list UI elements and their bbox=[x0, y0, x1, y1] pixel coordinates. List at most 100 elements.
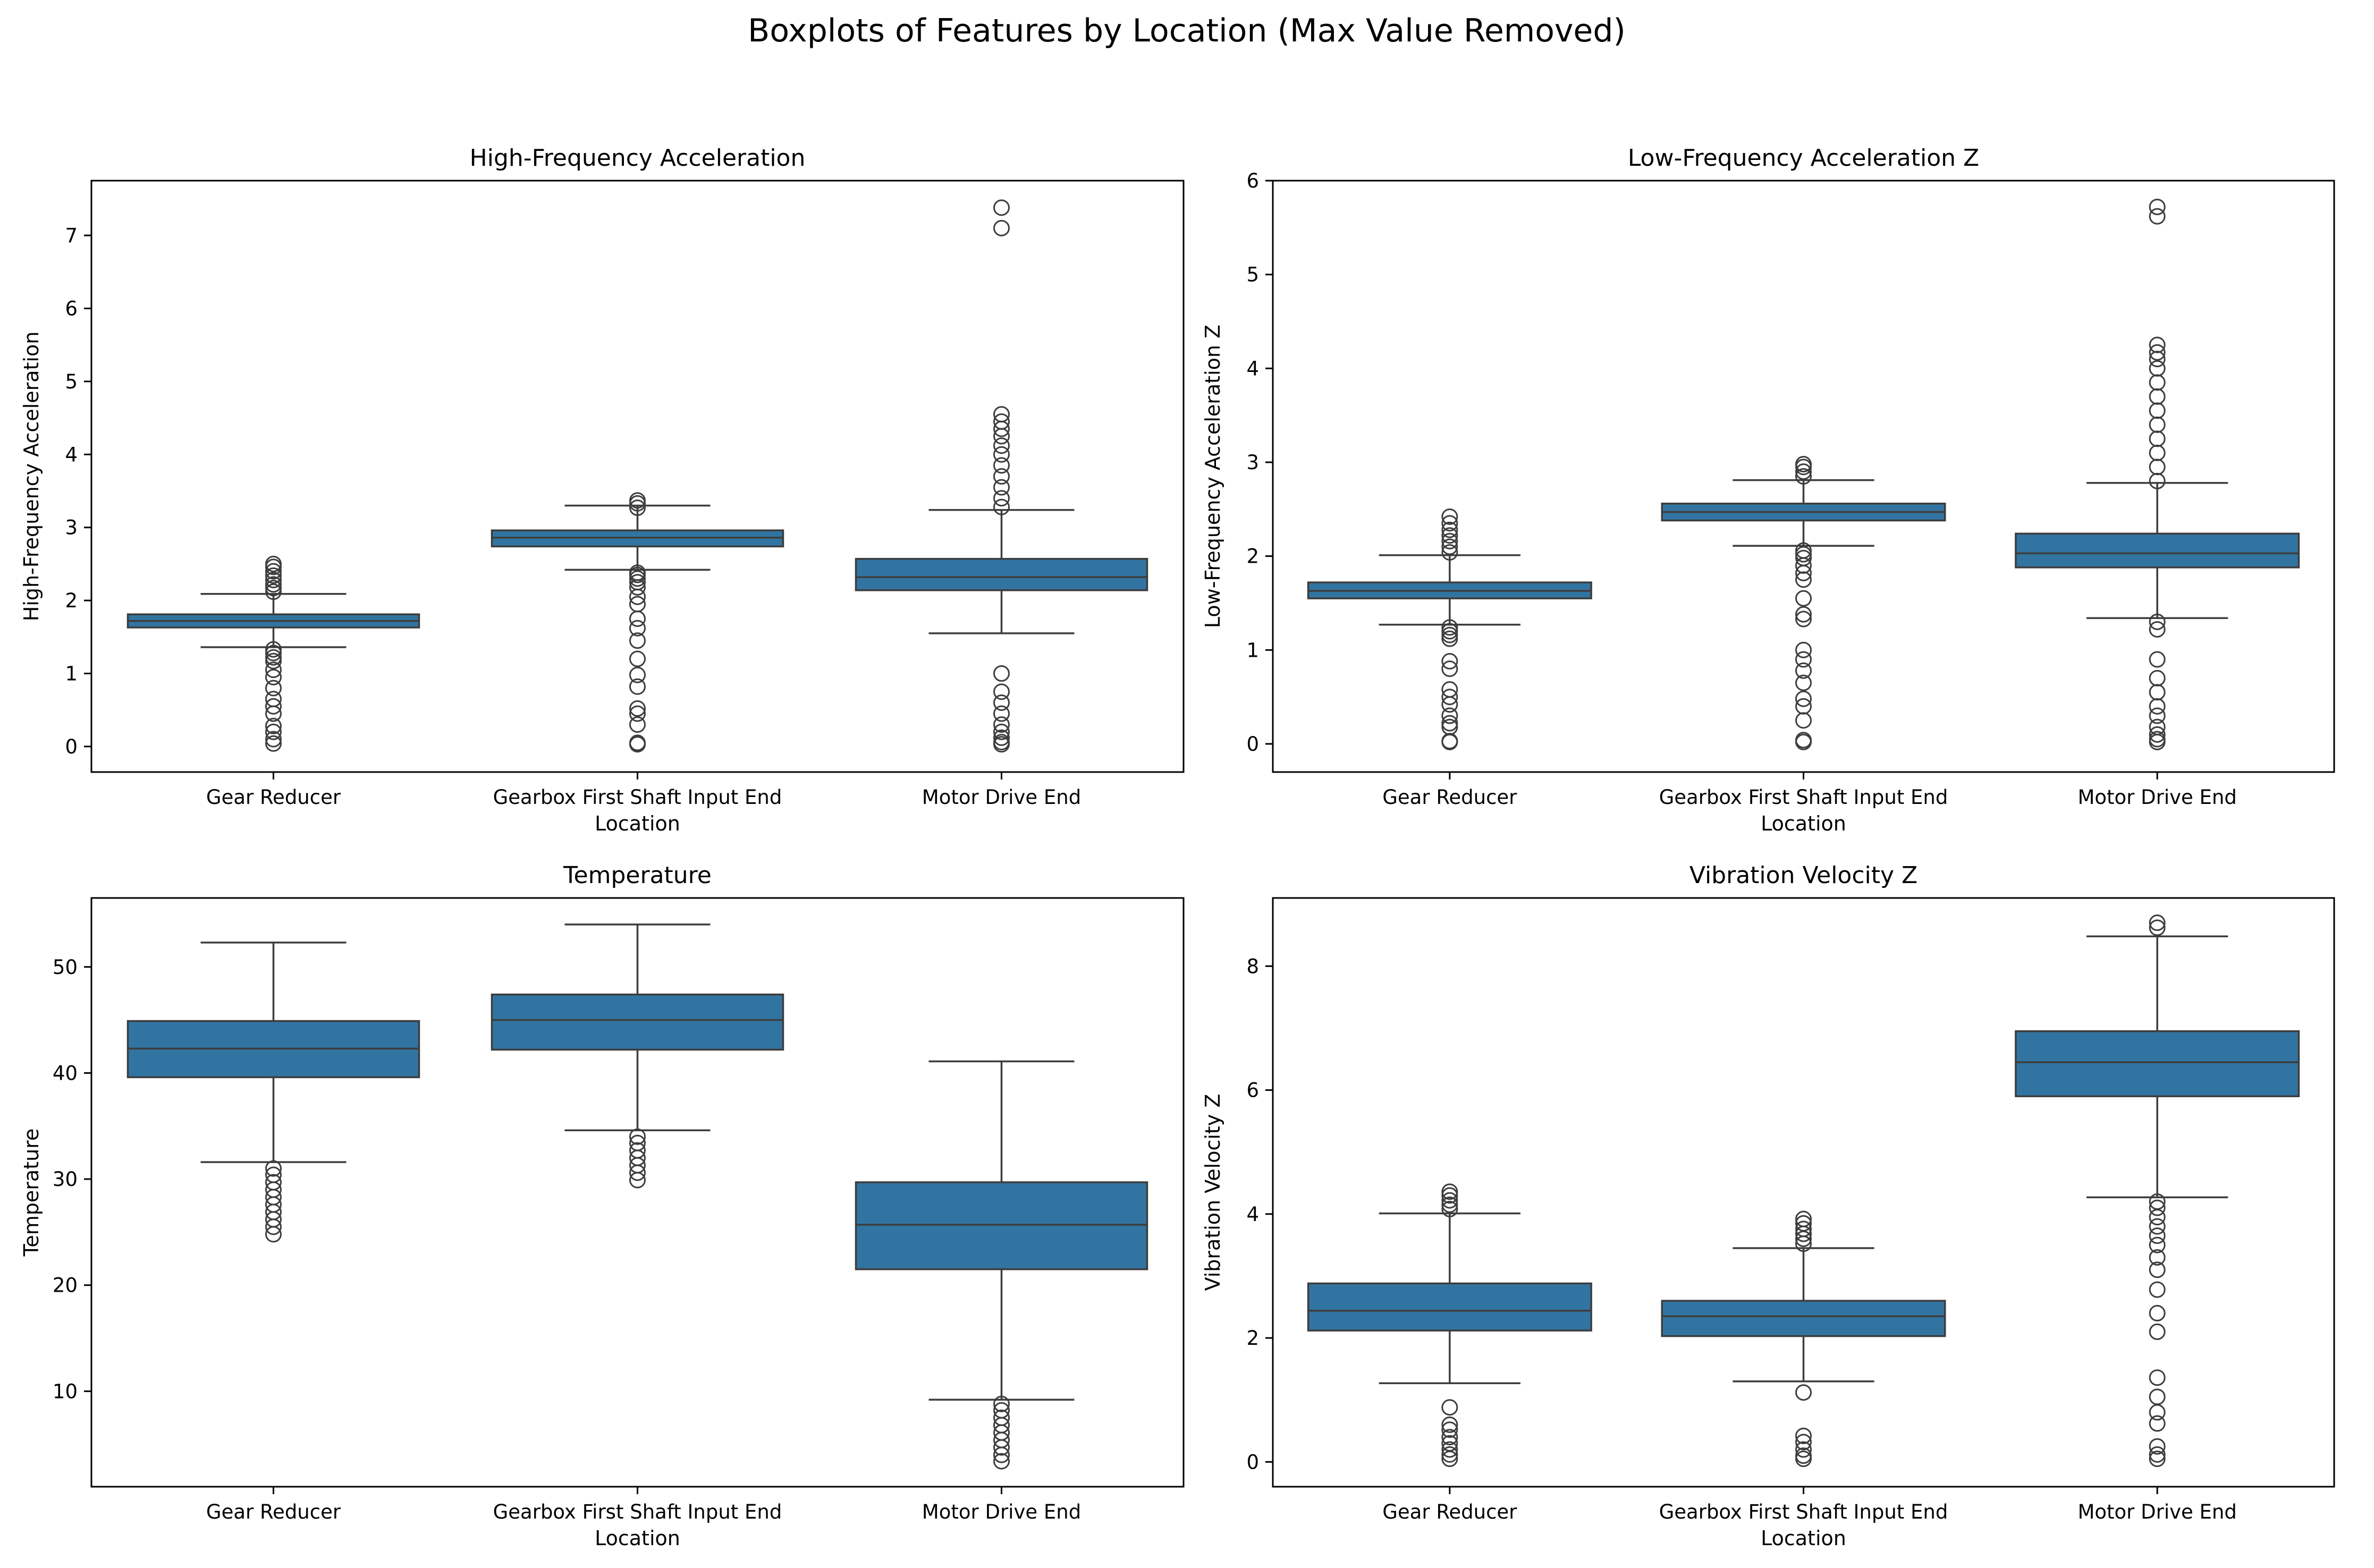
outlier-point bbox=[993, 683, 1010, 700]
outlier-point bbox=[265, 735, 282, 752]
outlier-point bbox=[265, 662, 282, 679]
outlier-point bbox=[993, 219, 1010, 236]
box-group bbox=[126, 555, 420, 752]
box-group bbox=[1307, 1183, 1592, 1468]
y-axis-label: Vibration Velocity Z bbox=[1201, 1094, 1224, 1291]
outlier-point bbox=[2149, 726, 2166, 743]
outlier-point bbox=[993, 490, 1010, 507]
outlier-point bbox=[2149, 1415, 2166, 1432]
outlier-point bbox=[1441, 623, 1458, 640]
outlier-point bbox=[629, 1142, 646, 1159]
outlier-point bbox=[993, 457, 1010, 474]
outlier-point bbox=[2149, 731, 2166, 748]
y-axis-label: High-Frequency Acceleration bbox=[20, 332, 43, 622]
outlier-point bbox=[629, 734, 646, 751]
box-group bbox=[2015, 914, 2300, 1468]
outlier-point bbox=[2149, 1236, 2166, 1253]
x-tick-label: Gearbox First Shaft Input End bbox=[493, 1501, 782, 1523]
y-tick-label: 4 bbox=[65, 443, 78, 466]
y-tick-label: 1 bbox=[1246, 639, 1259, 662]
box-group bbox=[855, 199, 1148, 753]
outlier-point bbox=[265, 691, 282, 708]
x-tick-label: Motor Drive End bbox=[2077, 786, 2236, 809]
x-tick-label: Motor Drive End bbox=[922, 786, 1081, 809]
outlier-point bbox=[1441, 653, 1458, 670]
y-axis-label: Low-Frequency Acceleration Z bbox=[1201, 325, 1224, 628]
x-tick-label: Gear Reducer bbox=[1382, 1501, 1517, 1523]
outlier-point bbox=[265, 668, 282, 685]
outlier-point bbox=[629, 705, 646, 722]
outlier-point bbox=[265, 580, 282, 597]
outlier-point bbox=[2149, 707, 2166, 724]
outlier-point bbox=[1795, 690, 1812, 707]
outlier-point bbox=[2149, 198, 2166, 215]
outlier-point bbox=[2149, 669, 2166, 686]
outlier-point bbox=[629, 499, 646, 516]
outlier-point bbox=[265, 576, 282, 593]
outlier-point bbox=[2149, 718, 2166, 735]
box-group bbox=[2015, 198, 2300, 750]
outlier-point bbox=[1795, 662, 1812, 679]
outlier-point bbox=[1441, 1192, 1458, 1209]
iqr-box bbox=[1307, 1282, 1592, 1332]
outlier-point bbox=[265, 652, 282, 669]
outlier-point bbox=[1441, 515, 1458, 532]
outlier-point bbox=[1795, 546, 1812, 563]
y-tick-label: 5 bbox=[65, 370, 78, 393]
x-tick-label: Gearbox First Shaft Input End bbox=[493, 786, 782, 809]
outlier-point bbox=[1795, 542, 1812, 559]
iqr-box bbox=[491, 993, 784, 1051]
outlier-point bbox=[1441, 1196, 1458, 1213]
figure-title: Boxplots of Features by Location (Max Va… bbox=[748, 12, 1626, 49]
outlier-point bbox=[265, 567, 282, 584]
iqr-box bbox=[2015, 1030, 2300, 1097]
outlier-point bbox=[1795, 641, 1812, 658]
outlier-point bbox=[265, 698, 282, 715]
y-tick-label: 2 bbox=[1246, 545, 1259, 568]
y-tick-label: 0 bbox=[65, 735, 78, 758]
y-tick-label: 20 bbox=[53, 1274, 78, 1297]
x-tick-label: Gearbox First Shaft Input End bbox=[1659, 786, 1948, 809]
outlier-point bbox=[993, 468, 1010, 485]
outlier-point bbox=[1795, 1221, 1812, 1238]
outlier-point bbox=[1795, 674, 1812, 691]
outlier-point bbox=[993, 716, 1010, 733]
outlier-point bbox=[629, 596, 646, 613]
y-tick-label: 4 bbox=[1246, 1203, 1259, 1226]
outlier-point bbox=[265, 731, 282, 748]
outlier-point bbox=[993, 705, 1010, 722]
outlier-point bbox=[993, 437, 1010, 454]
outlier-point bbox=[1795, 468, 1812, 485]
panel-3: Temperature 10 20 30 40 50 Gear Reducer Gearbox… bbox=[20, 862, 1185, 1550]
outlier-point bbox=[1795, 463, 1812, 480]
y-tick-label: 1 bbox=[65, 663, 78, 685]
outlier-point bbox=[265, 717, 282, 734]
y-tick-label: 50 bbox=[53, 956, 78, 979]
y-tick-label: 7 bbox=[65, 224, 78, 247]
y-tick-label: 6 bbox=[1246, 1079, 1259, 1102]
outlier-point bbox=[629, 678, 646, 695]
box-group bbox=[1307, 508, 1592, 750]
outlier-point bbox=[1441, 508, 1458, 525]
outlier-point bbox=[2149, 613, 2166, 630]
y-tick-label: 8 bbox=[1246, 955, 1259, 978]
y-tick-label: 0 bbox=[1246, 1451, 1259, 1473]
outlier-point bbox=[993, 199, 1010, 216]
y-tick-label: 3 bbox=[65, 516, 78, 539]
panel-title: Low-Frequency Acceleration Z bbox=[1628, 145, 1979, 172]
outlier-point bbox=[2149, 344, 2166, 361]
outlier-point bbox=[1795, 606, 1812, 623]
outlier-point bbox=[1441, 1200, 1458, 1217]
outlier-point bbox=[2149, 1323, 2166, 1340]
outlier-point bbox=[1795, 549, 1812, 566]
outlier-point bbox=[993, 1453, 1010, 1470]
x-tick-label: Gearbox First Shaft Input End bbox=[1659, 1501, 1948, 1523]
outlier-point bbox=[1795, 651, 1812, 668]
outlier-point bbox=[2149, 360, 2166, 377]
outlier-point bbox=[993, 723, 1010, 740]
box-group bbox=[1661, 1210, 1946, 1468]
y-tick-label: 3 bbox=[1246, 451, 1259, 474]
y-tick-label: 4 bbox=[1246, 357, 1259, 380]
outlier-point bbox=[1441, 532, 1458, 549]
outlier-point bbox=[265, 645, 282, 662]
